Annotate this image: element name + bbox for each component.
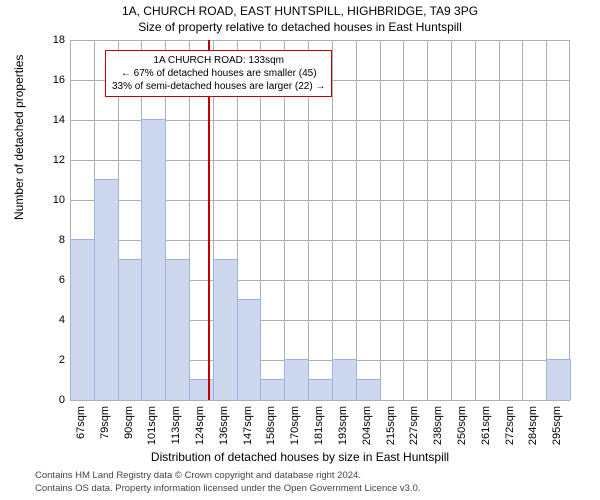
histogram-bar bbox=[213, 259, 238, 400]
histogram-bar bbox=[118, 259, 143, 400]
grid-line bbox=[569, 40, 570, 400]
histogram-bar bbox=[332, 359, 357, 400]
histogram-bar bbox=[141, 119, 166, 400]
grid-line bbox=[356, 40, 357, 400]
y-tick: 16 bbox=[35, 74, 65, 86]
grid-line bbox=[70, 400, 570, 401]
histogram-bar bbox=[94, 179, 119, 400]
chart-title-main: 1A, CHURCH ROAD, EAST HUNTSPILL, HIGHBRI… bbox=[0, 4, 600, 18]
histogram-bar bbox=[70, 239, 95, 400]
histogram-bar bbox=[260, 379, 285, 400]
grid-line bbox=[403, 40, 404, 400]
grid-line bbox=[475, 40, 476, 400]
annotation-line: ← 67% of detached houses are smaller (45… bbox=[112, 67, 325, 80]
histogram-bar bbox=[546, 359, 571, 400]
y-tick: 10 bbox=[35, 194, 65, 206]
grid-line bbox=[380, 40, 381, 400]
histogram-bar bbox=[356, 379, 381, 400]
histogram-chart: 1A, CHURCH ROAD, EAST HUNTSPILL, HIGHBRI… bbox=[0, 0, 600, 500]
grid-line bbox=[499, 40, 500, 400]
y-tick: 8 bbox=[35, 234, 65, 246]
histogram-bar bbox=[284, 359, 309, 400]
annotation-line: 33% of semi-detached houses are larger (… bbox=[112, 80, 325, 93]
chart-title-sub: Size of property relative to detached ho… bbox=[0, 20, 600, 34]
x-axis-label: Distribution of detached houses by size … bbox=[0, 450, 600, 464]
histogram-bar bbox=[189, 379, 214, 400]
y-axis-label: Number of detached properties bbox=[12, 55, 26, 220]
y-tick: 12 bbox=[35, 154, 65, 166]
grid-line bbox=[70, 40, 570, 41]
grid-line bbox=[427, 40, 428, 400]
histogram-bar bbox=[308, 379, 333, 400]
y-tick: 6 bbox=[35, 274, 65, 286]
footer-line-2: Contains OS data. Property information l… bbox=[35, 483, 421, 494]
grid-line bbox=[546, 40, 547, 400]
y-tick: 2 bbox=[35, 354, 65, 366]
annotation-box: 1A CHURCH ROAD: 133sqm← 67% of detached … bbox=[105, 50, 332, 97]
plot-area: 1A CHURCH ROAD: 133sqm← 67% of detached … bbox=[70, 40, 570, 400]
histogram-bar bbox=[237, 299, 262, 400]
grid-line bbox=[522, 40, 523, 400]
grid-line bbox=[451, 40, 452, 400]
y-tick: 4 bbox=[35, 314, 65, 326]
histogram-bar bbox=[165, 259, 190, 400]
y-tick: 0 bbox=[35, 394, 65, 406]
y-tick: 18 bbox=[35, 34, 65, 46]
y-tick: 14 bbox=[35, 114, 65, 126]
footer-line-1: Contains HM Land Registry data © Crown c… bbox=[35, 470, 361, 481]
annotation-title: 1A CHURCH ROAD: 133sqm bbox=[112, 54, 325, 67]
